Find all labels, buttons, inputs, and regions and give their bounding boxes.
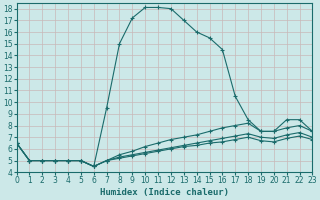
X-axis label: Humidex (Indice chaleur): Humidex (Indice chaleur)	[100, 188, 229, 197]
